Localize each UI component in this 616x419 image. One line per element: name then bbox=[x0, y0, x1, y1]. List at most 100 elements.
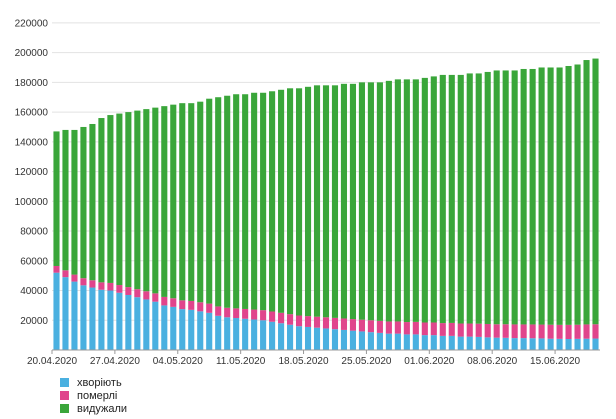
bar-segment bbox=[529, 324, 536, 339]
bar-segment bbox=[592, 58, 599, 325]
legend-label: хворіють bbox=[77, 376, 122, 389]
bar-segment bbox=[511, 324, 518, 339]
bar-segment bbox=[179, 103, 186, 301]
bar-segment bbox=[502, 70, 509, 325]
bar-segment bbox=[295, 315, 303, 327]
bar-segment bbox=[233, 94, 240, 309]
bar-segment bbox=[80, 285, 87, 350]
bar-segment bbox=[206, 303, 213, 313]
bar-segment bbox=[53, 265, 60, 273]
bar-segment bbox=[538, 67, 545, 325]
bar-segment bbox=[251, 309, 258, 320]
bar-segment bbox=[125, 294, 132, 350]
bar-segment bbox=[574, 324, 581, 339]
bar-segment bbox=[287, 324, 294, 350]
bar-segment bbox=[170, 306, 177, 350]
bar-segment bbox=[260, 310, 267, 321]
bar-segment bbox=[188, 300, 195, 310]
bars bbox=[53, 58, 599, 350]
bar-segment bbox=[152, 301, 159, 350]
bar-segment bbox=[475, 323, 482, 337]
x-tick-label: 18.05.2020 bbox=[279, 356, 329, 367]
bar-segment bbox=[71, 281, 78, 350]
bar-segment bbox=[430, 76, 437, 323]
bar-segment bbox=[197, 302, 204, 312]
bar-segment bbox=[493, 324, 500, 338]
bar-segment bbox=[439, 74, 446, 324]
bar-segment bbox=[304, 86, 312, 317]
bar-segment bbox=[98, 282, 105, 290]
bar-segment bbox=[98, 289, 105, 350]
bar-segment bbox=[493, 337, 500, 350]
legend-item[interactable]: померлі bbox=[60, 389, 127, 402]
bar-segment bbox=[484, 71, 491, 324]
bar-segment bbox=[466, 323, 473, 337]
bar-segment bbox=[215, 315, 222, 350]
bar-segment bbox=[520, 68, 527, 325]
bar-segment bbox=[511, 338, 518, 350]
bar-segment bbox=[340, 318, 348, 330]
x-tick-label: 15.06.2020 bbox=[530, 356, 580, 367]
bar-segment bbox=[412, 334, 419, 350]
bar-segment bbox=[331, 317, 339, 330]
bar-segment bbox=[242, 94, 249, 309]
bar-segment bbox=[304, 326, 312, 350]
bar-segment bbox=[251, 319, 258, 350]
bar-segment bbox=[224, 317, 231, 350]
y-tick-label: 60000 bbox=[20, 256, 48, 267]
bar-segment bbox=[53, 131, 60, 266]
bar-segment bbox=[143, 291, 150, 300]
bar-segment bbox=[179, 309, 186, 350]
bar-segment bbox=[188, 309, 195, 350]
bar-segment bbox=[385, 333, 392, 350]
bar-segment bbox=[394, 79, 401, 322]
bar-segment bbox=[367, 332, 374, 350]
bar-segment bbox=[403, 322, 410, 335]
bar-segment bbox=[583, 60, 590, 325]
bar-segment bbox=[583, 338, 590, 350]
bar-segment bbox=[251, 92, 258, 310]
bar-segment bbox=[313, 316, 321, 328]
legend-item[interactable]: видужали bbox=[60, 402, 127, 415]
bar-segment bbox=[269, 311, 276, 322]
bar-segment bbox=[520, 324, 527, 339]
legend-label: видужали bbox=[77, 402, 128, 415]
bar-segment bbox=[107, 282, 114, 291]
bar-segment bbox=[89, 123, 96, 281]
bar-segment bbox=[107, 115, 114, 283]
axes: 20000 40000 60000 80000 100000 120000 140000 16… bbox=[15, 18, 600, 367]
y-tick-label: 180000 bbox=[15, 78, 49, 89]
bar-segment bbox=[143, 109, 150, 292]
bar-segment bbox=[62, 277, 69, 350]
bar-segment bbox=[349, 330, 357, 350]
bar-segment bbox=[538, 338, 545, 350]
bar-segment bbox=[161, 305, 168, 350]
bar-segment bbox=[430, 322, 437, 336]
bar-segment bbox=[161, 296, 168, 306]
bar-segment bbox=[125, 112, 132, 288]
bar-segment bbox=[80, 126, 87, 279]
bar-segment bbox=[439, 323, 446, 336]
bar-segment bbox=[529, 68, 536, 325]
legend-swatch bbox=[60, 391, 69, 400]
bar-segment bbox=[475, 73, 482, 324]
bar-segment bbox=[376, 82, 383, 321]
legend-item[interactable]: хворіють bbox=[60, 376, 127, 389]
bar-segment bbox=[197, 101, 204, 303]
y-tick-label: 20000 bbox=[20, 316, 48, 327]
bar-segment bbox=[484, 323, 491, 338]
bar-segment bbox=[376, 320, 383, 333]
bar-segment bbox=[143, 299, 150, 350]
bar-segment bbox=[403, 334, 410, 350]
bar-segment bbox=[269, 91, 276, 312]
bar-segment bbox=[547, 324, 554, 339]
bar-segment bbox=[565, 339, 572, 350]
x-tick-label: 20.04.2020 bbox=[27, 356, 77, 367]
bar-segment bbox=[134, 297, 141, 350]
bar-segment bbox=[242, 308, 249, 319]
bar-segment bbox=[520, 338, 527, 350]
bar-segment bbox=[547, 338, 554, 350]
bar-segment bbox=[278, 323, 285, 350]
x-tick-label: 27.04.2020 bbox=[90, 356, 140, 367]
bar-segment bbox=[592, 324, 599, 339]
